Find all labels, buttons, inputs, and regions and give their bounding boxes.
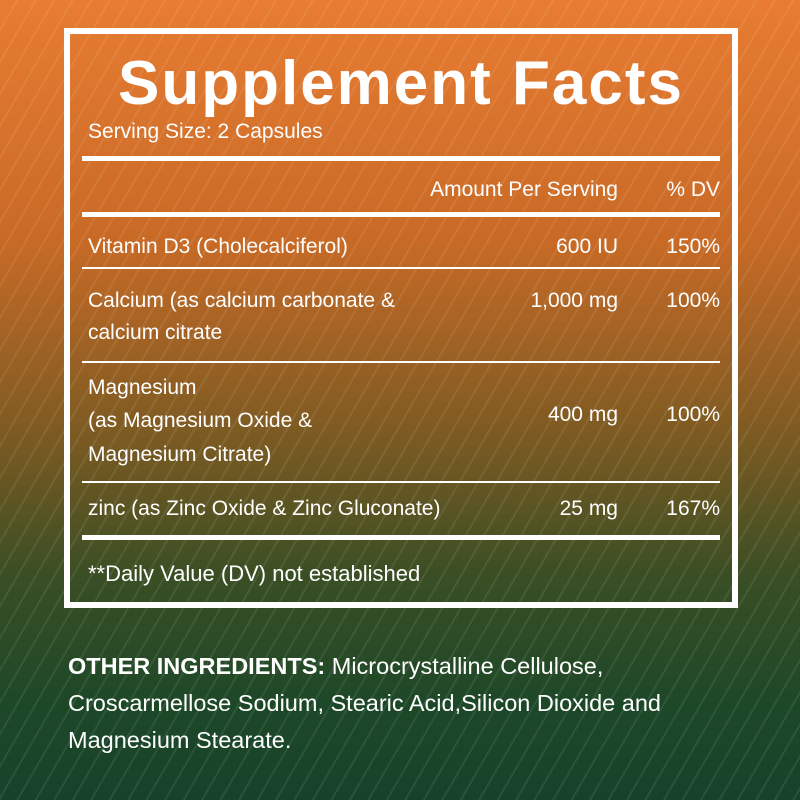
supplement-facts-panel: Supplement Facts Serving Size: 2 Capsule…	[64, 28, 738, 608]
divider	[82, 212, 720, 217]
nutrient-amount: 1,000 mg	[530, 289, 618, 312]
panel-title: Supplement Facts	[118, 49, 684, 118]
nutrient-amount: 400 mg	[547, 403, 618, 426]
nutrient-dv: 100%	[666, 289, 720, 312]
nutrient-dv: 100%	[666, 403, 720, 426]
nutrient-name: Vitamin D3 (Cholecalciferol)	[88, 235, 348, 258]
footnote: **Daily Value (DV) not established	[88, 561, 421, 586]
divider	[82, 267, 720, 269]
other-ingredients: OTHER INGREDIENTS: Microcrystalline Cell…	[68, 648, 768, 759]
nutrient-amount: 600 IU	[556, 235, 618, 258]
nutrient-name-line2: calcium citrate	[88, 321, 223, 344]
other-ingredients-label: OTHER INGREDIENTS:	[68, 653, 326, 679]
nutrient-amount: 25 mg	[559, 497, 618, 520]
divider	[82, 481, 720, 483]
amount-header: Amount Per Serving	[430, 178, 618, 201]
nutrient-name-line2: (as Magnesium Oxide &	[88, 409, 313, 432]
other-ingredients-text: Microcrystalline Cellulose, Croscarmello…	[68, 653, 661, 753]
divider	[82, 535, 720, 540]
nutrient-name: Calcium (as calcium carbonate &	[88, 289, 395, 312]
nutrient-name: zinc (as Zinc Oxide & Zinc Gluconate)	[88, 497, 441, 520]
nutrient-name: Magnesium	[88, 376, 197, 399]
divider	[82, 361, 720, 363]
nutrient-name-line3: Magnesium Citrate)	[88, 443, 272, 466]
serving-size: Serving Size: 2 Capsules	[88, 120, 323, 143]
divider	[82, 156, 720, 161]
nutrient-dv: 150%	[666, 235, 720, 258]
dv-header: % DV	[666, 178, 720, 201]
nutrient-dv: 167%	[666, 497, 720, 520]
